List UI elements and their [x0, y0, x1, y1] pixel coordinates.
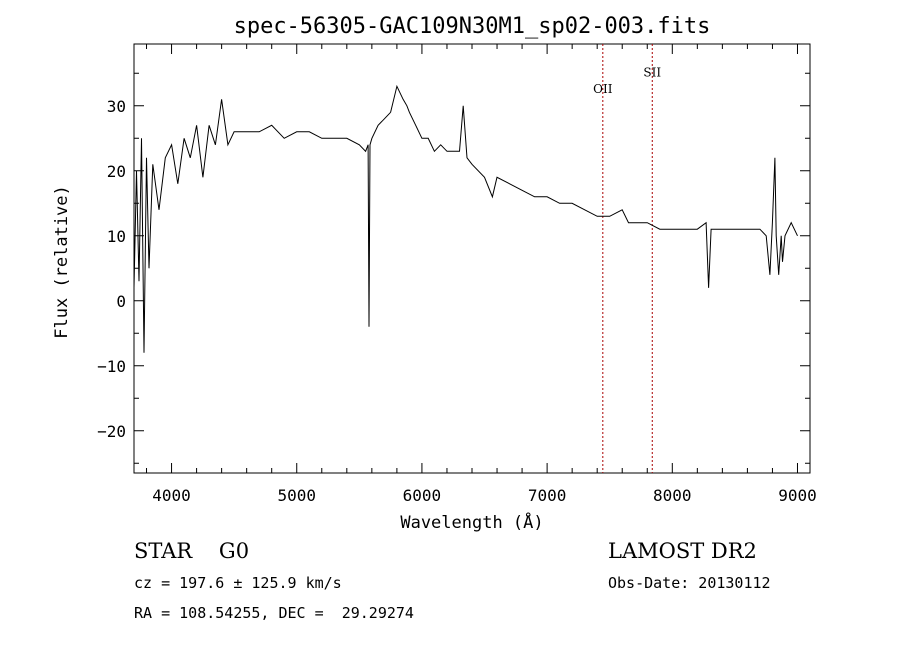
x-tick-label: 5000 [277, 486, 316, 505]
object-class-label: STAR G0 [134, 539, 250, 563]
x-tick-label: 8000 [653, 486, 692, 505]
obs-date: Obs-Date: 20130112 [608, 574, 771, 592]
plot-frame [133, 43, 811, 474]
coordinates: RA = 108.54255, DEC = 29.29274 [134, 604, 414, 622]
redshift-velocity: cz = 197.6 ± 125.9 km/s [134, 574, 342, 592]
x-tick-label: 9000 [778, 486, 817, 505]
y-tick-label: 0 [116, 292, 126, 311]
x-tick-label: 4000 [152, 486, 191, 505]
x-tick-label: 7000 [528, 486, 567, 505]
x-axis-label: Wavelength (Å) [400, 511, 543, 533]
y-axis-label: Flux (relative) [52, 185, 72, 339]
y-tick-label: −10 [97, 357, 126, 376]
y-tick-label: 10 [107, 227, 126, 246]
y-tick-label: −20 [97, 422, 126, 441]
emission-line-label: SII [643, 66, 661, 80]
spectrum-line [133, 84, 798, 353]
y-tick-label: 30 [107, 97, 126, 116]
x-tick-label: 6000 [403, 486, 442, 505]
emission-line-label: OII [593, 82, 613, 96]
y-tick-label: 20 [107, 162, 126, 181]
survey-label: LAMOST DR2 [608, 539, 757, 563]
chart-title: spec-56305-GAC109N30M1_sp02-003.fits [234, 14, 711, 39]
